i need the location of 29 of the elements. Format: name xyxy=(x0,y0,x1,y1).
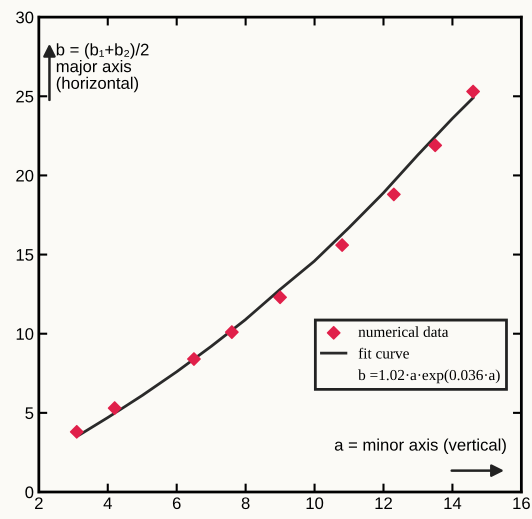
x-tick-label: 6 xyxy=(172,497,181,510)
x-tick-label: 2 xyxy=(35,497,43,509)
y-tick-label: 20 xyxy=(16,170,34,182)
y-tick-label: 10 xyxy=(16,328,34,340)
point xyxy=(108,401,122,416)
point xyxy=(187,352,201,366)
x-tick-label: 16 xyxy=(513,497,530,510)
x-tick-label: 8 xyxy=(242,497,250,510)
y-tick-label: 15 xyxy=(16,249,34,261)
point xyxy=(224,325,239,340)
annotation: b =1.02·a·exp(0.036·a) xyxy=(358,369,500,384)
x-tick-label: 4 xyxy=(104,497,112,509)
point xyxy=(466,84,480,98)
y-tick-label: 30 xyxy=(16,12,34,24)
point xyxy=(70,424,84,439)
x-tick-label: 14 xyxy=(444,497,462,509)
x-axis-title: a = minor axis (vertical) xyxy=(334,438,506,454)
legend-label: fit curve xyxy=(358,348,409,359)
point xyxy=(428,138,442,152)
point xyxy=(386,188,401,202)
y-axis-title: b = (b₁+b₂)/2 major axis (horizontal) xyxy=(56,43,149,92)
x-tick-label: 10 xyxy=(306,497,324,510)
x-tick-label: 12 xyxy=(376,497,392,509)
legend-label: numerical data xyxy=(358,326,448,338)
point xyxy=(335,238,350,252)
y-tick-label: 0 xyxy=(25,486,34,498)
y-tick-label: 25 xyxy=(16,90,34,102)
point xyxy=(273,290,288,304)
y-tick-label: 5 xyxy=(25,407,34,420)
